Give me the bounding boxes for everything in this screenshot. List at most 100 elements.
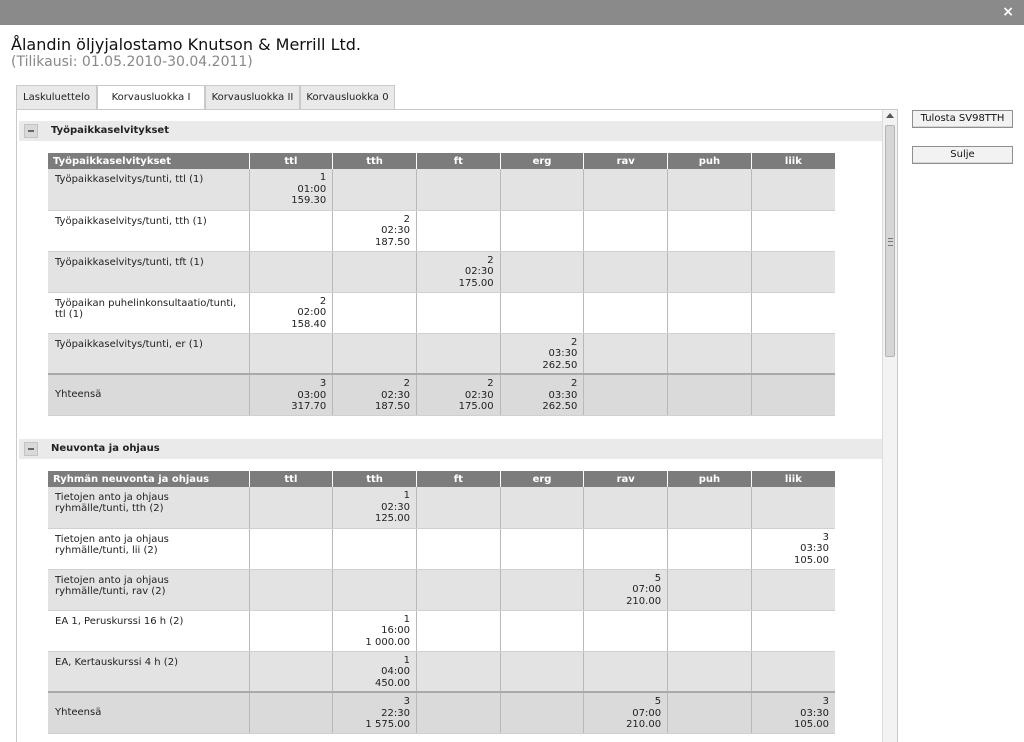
value-cell <box>248 691 333 734</box>
value-cell <box>583 210 668 252</box>
amount-value: 187.50 <box>374 236 410 248</box>
table-row: EA, Kertauskurssi 4 h (2) 1 04:00 450.00 <box>48 651 835 693</box>
table-row: Työpaikkaselvitys/tunti, tft (1) 2 02:30 17… <box>48 251 835 293</box>
duration-value: 02:30 <box>381 225 410 236</box>
arrow-up-icon[interactable] <box>886 113 894 118</box>
row-label: Yhteensä <box>48 691 250 734</box>
scroll-thumb[interactable] <box>885 125 895 357</box>
amount-value: 450.00 <box>374 677 410 689</box>
value-cell <box>583 487 668 529</box>
count-value: 2 <box>319 295 327 307</box>
value-cell <box>415 487 501 529</box>
amount-value: 210.00 <box>626 595 662 607</box>
column-header: Työpaikkaselvitykset <box>48 153 250 169</box>
tab-korvausluokka-ii[interactable]: Korvausluokka II <box>205 85 300 109</box>
count-value: 2 <box>570 336 578 348</box>
value-cell <box>583 251 668 293</box>
value-cell <box>248 610 333 652</box>
value-cell <box>750 487 835 529</box>
value-cell <box>499 251 584 293</box>
value-cell <box>667 691 752 734</box>
value-cell <box>583 169 668 211</box>
data-table-tyopaikkaselvitykset: Työpaikkaselvitykset ttl tth ft erg rav puh lii… <box>48 153 835 416</box>
row-label: Yhteensä <box>48 373 250 416</box>
value-cell: 5 07:00 210.00 <box>583 691 668 734</box>
row-label: Työpaikkaselvitys/tunti, ttl (1) <box>48 169 250 211</box>
duration-value: 01:00 <box>297 183 327 195</box>
value-cell: 3 22:30 1 575.00 <box>332 691 417 734</box>
value-cell <box>332 528 417 570</box>
value-cell <box>499 651 584 693</box>
column-header-liik: liik <box>750 471 835 487</box>
row-label: EA, Kertauskurssi 4 h (2) <box>48 651 250 693</box>
value-cell <box>667 373 752 416</box>
amount-value: 105.00 <box>794 719 829 730</box>
value-cell <box>667 569 752 611</box>
count-value: 3 <box>822 531 829 543</box>
amount-value: 210.00 <box>626 719 662 730</box>
close-icon[interactable]: × <box>1002 4 1014 20</box>
value-cell <box>499 528 584 570</box>
value-cell <box>415 210 501 252</box>
table-row: Työpaikkaselvitys/tunti, er (1) 2 03:30 262… <box>48 333 835 375</box>
value-cell <box>248 333 333 375</box>
count-value: 1 <box>403 654 410 666</box>
table-row: Työpaikkaselvitys/tunti, ttl (1) 1 01:00 15… <box>48 169 835 211</box>
duration-value: 03:30 <box>548 389 578 401</box>
table-row: Tietojen anto ja ohjaus ryhmälle/tunti, … <box>48 569 835 611</box>
value-cell <box>750 169 835 211</box>
value-cell: 2 03:30 262.50 <box>499 373 584 416</box>
value-cell <box>415 333 501 375</box>
column-header-erg: erg <box>499 471 584 487</box>
fiscal-period: (Tilikausi: 01.05.2010-30.04.2011) <box>11 54 253 70</box>
value-cell <box>248 528 333 570</box>
count-value: 3 <box>319 378 327 389</box>
duration-value: 04:00 <box>381 666 410 677</box>
count-value: 3 <box>403 696 410 707</box>
value-cell <box>332 169 417 211</box>
row-label: Tietojen anto ja ohjaus ryhmälle/tunti, … <box>48 487 250 529</box>
count-value: 1 <box>403 490 410 501</box>
count-value: 2 <box>487 254 494 266</box>
section-header-neuvonta: Neuvonta ja ohjaus <box>19 439 883 459</box>
value-cell <box>750 251 835 293</box>
value-cell <box>583 292 668 334</box>
amount-value: 1 575.00 <box>365 719 410 730</box>
value-cell <box>583 528 668 570</box>
value-cell <box>667 528 752 570</box>
duration-value: 07:00 <box>632 584 662 595</box>
tab-laskuluettelo[interactable]: Laskuluettelo <box>16 85 97 109</box>
vertical-scrollbar[interactable] <box>882 110 897 742</box>
amount-value: 125.00 <box>374 513 410 524</box>
value-cell <box>248 569 333 611</box>
duration-value: 02:30 <box>464 389 494 401</box>
value-cell: 3 03:30 105.00 <box>750 528 835 570</box>
value-cell <box>667 169 752 211</box>
close-button[interactable]: Sulje <box>912 146 1013 164</box>
value-cell <box>415 691 501 734</box>
column-header-liik: liik <box>750 153 835 169</box>
value-cell <box>499 292 584 334</box>
value-cell <box>583 373 668 416</box>
value-cell <box>248 487 333 529</box>
tab-korvausluokka-i[interactable]: Korvausluokka I <box>97 85 205 111</box>
value-cell: 2 02:30 187.50 <box>332 210 417 252</box>
row-label: Tietojen anto ja ohjaus ryhmälle/tunti, … <box>48 528 250 570</box>
duration-value: 03:30 <box>800 543 829 554</box>
minus-icon[interactable] <box>24 442 38 456</box>
row-label: Työpaikan puhelinkonsultaatio/tunti, ttl… <box>48 292 250 334</box>
minus-icon[interactable] <box>24 124 38 138</box>
value-cell <box>499 210 584 252</box>
row-label: Työpaikkaselvitys/tunti, er (1) <box>48 333 250 375</box>
duration-value: 22:30 <box>381 707 410 719</box>
grip-icon <box>888 238 893 246</box>
value-cell: 1 04:00 450.00 <box>332 651 417 693</box>
print-button[interactable]: Tulosta SV98TTH <box>912 110 1013 128</box>
value-cell <box>415 610 501 652</box>
tab-korvausluokka-0[interactable]: Korvausluokka 0 <box>300 85 395 109</box>
amount-value: 175.00 <box>458 277 494 289</box>
row-label: Työpaikkaselvitys/tunti, tth (1) <box>48 210 250 252</box>
duration-value: 03:00 <box>297 389 327 401</box>
value-cell: 2 02:00 158.40 <box>248 292 333 334</box>
duration-value: 16:00 <box>381 625 410 636</box>
